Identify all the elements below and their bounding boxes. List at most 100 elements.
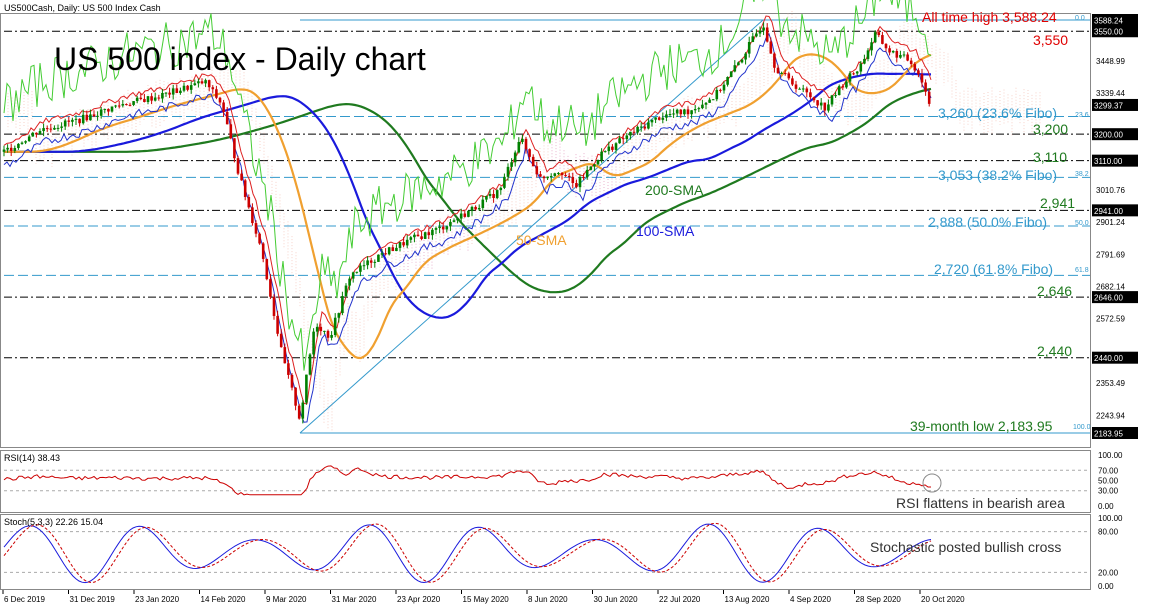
bull-candle bbox=[146, 96, 150, 102]
bear-candle bbox=[917, 70, 920, 75]
date-tick: 14 Feb 2020 bbox=[201, 595, 246, 604]
price-tick: 2941.00 bbox=[1094, 207, 1123, 216]
bull-candle bbox=[103, 109, 107, 111]
stoch-k-line bbox=[3, 523, 932, 584]
bull-candle bbox=[31, 132, 35, 137]
bear-candle bbox=[416, 234, 420, 237]
fibo-tag-0: 0.0 bbox=[1075, 15, 1085, 22]
rsi-panel-frame bbox=[0, 450, 1091, 513]
ath-label: All time high 3,588.24 bbox=[922, 9, 1057, 25]
date-tick: 4 Sep 2020 bbox=[790, 595, 831, 604]
bear-candle bbox=[783, 73, 787, 75]
bull-candle bbox=[344, 285, 348, 297]
bull-candle bbox=[521, 138, 524, 142]
fibo-tag-618: 61.8 bbox=[1075, 267, 1089, 274]
bull-candle bbox=[459, 213, 463, 219]
price-tag-bg bbox=[1092, 427, 1138, 439]
bull-candle bbox=[751, 36, 755, 43]
bull-candle bbox=[362, 265, 366, 267]
bull-candle bbox=[629, 131, 632, 136]
bull-candle bbox=[697, 108, 701, 110]
bull-candle bbox=[42, 128, 45, 132]
bear-candle bbox=[247, 197, 251, 208]
bull-candle bbox=[740, 59, 744, 63]
bull-candle bbox=[614, 143, 618, 150]
bull-candle bbox=[56, 127, 60, 129]
bull-candle bbox=[891, 50, 895, 53]
bull-candle bbox=[423, 232, 427, 239]
price-tick: 3550.00 bbox=[1094, 28, 1123, 37]
date-tick: 23 Apr 2020 bbox=[397, 595, 441, 604]
rsi-tick: 70.00 bbox=[1098, 466, 1119, 475]
price-tick: 2353.49 bbox=[1096, 379, 1125, 388]
bull-candle bbox=[377, 254, 380, 262]
bear-candle bbox=[809, 92, 812, 98]
price-tick: 3448.99 bbox=[1096, 57, 1125, 66]
bull-candle bbox=[38, 131, 42, 135]
price-tick: 2901.24 bbox=[1096, 218, 1125, 227]
bear-candle bbox=[269, 279, 272, 297]
bull-candle bbox=[855, 71, 859, 74]
bull-candle bbox=[60, 126, 63, 128]
bull-candle bbox=[351, 272, 355, 279]
bull-candle bbox=[834, 95, 837, 97]
sma100-label: 100-SMA bbox=[636, 223, 695, 239]
date-tick: 22 Jul 2020 bbox=[659, 595, 701, 604]
bull-candle bbox=[485, 195, 488, 200]
bull-candle bbox=[845, 81, 848, 88]
bull-candle bbox=[182, 85, 186, 91]
bull-candle bbox=[452, 220, 456, 222]
bull-candle bbox=[553, 173, 557, 176]
bull-candle bbox=[647, 122, 650, 129]
fibo-trendline bbox=[299, 19, 764, 434]
bull-candle bbox=[607, 146, 611, 152]
bull-candle bbox=[693, 109, 697, 111]
bear-candle bbox=[441, 226, 445, 230]
price-tick: 3299.37 bbox=[1094, 101, 1123, 110]
date-tick: 9 Mar 2020 bbox=[266, 595, 307, 604]
bull-candle bbox=[71, 119, 74, 122]
bull-candle bbox=[819, 102, 823, 106]
bull-candle bbox=[859, 63, 863, 72]
bear-candle bbox=[420, 236, 423, 239]
bear-candle bbox=[463, 213, 467, 217]
bear-candle bbox=[211, 87, 215, 90]
main-panel-frame bbox=[0, 13, 1091, 448]
stoch-tick: 80.00 bbox=[1098, 528, 1119, 537]
fibo-500-label: 2,888 (50.0% Fibo) bbox=[928, 214, 1047, 230]
bull-candle bbox=[827, 104, 830, 111]
bull-candle bbox=[755, 33, 758, 37]
bull-candle bbox=[312, 331, 315, 355]
bull-candle bbox=[132, 101, 135, 105]
bull-candle bbox=[6, 147, 9, 150]
bear-candle bbox=[207, 80, 211, 88]
bear-candle bbox=[200, 81, 204, 84]
main-panel-header: US500Cash, Daily: US 500 Index Cash bbox=[4, 3, 161, 13]
bull-candle bbox=[467, 210, 470, 217]
bull-candle bbox=[625, 135, 629, 140]
bull-candle bbox=[722, 84, 726, 91]
bear-candle bbox=[686, 109, 690, 115]
bull-candle bbox=[636, 126, 639, 133]
bull-candle bbox=[780, 73, 783, 75]
bull-candle bbox=[603, 151, 607, 153]
price-axis: 3588.24 3550.00 3448.99 3339.44 3299.37 3200.… bbox=[1092, 14, 1138, 439]
bear-candle bbox=[67, 120, 71, 122]
stoch-axis: 100.00 80.00 20.00 0.00 bbox=[1098, 514, 1123, 591]
date-tick: 20 Oct 2020 bbox=[921, 595, 965, 604]
bull-candle bbox=[53, 127, 56, 130]
bull-candle bbox=[665, 114, 668, 118]
sma100-line bbox=[4, 72, 931, 319]
price-tick: 2440.00 bbox=[1094, 354, 1123, 363]
bull-candle bbox=[301, 402, 305, 419]
bear-candle bbox=[927, 91, 931, 104]
bull-candle bbox=[63, 120, 67, 127]
bull-candle bbox=[503, 176, 506, 188]
bear-candle bbox=[913, 64, 917, 71]
bull-candle bbox=[179, 90, 182, 93]
bear-candle bbox=[765, 27, 769, 42]
bull-candle bbox=[593, 164, 596, 167]
bull-candle bbox=[431, 229, 434, 236]
bear-candle bbox=[582, 177, 585, 179]
